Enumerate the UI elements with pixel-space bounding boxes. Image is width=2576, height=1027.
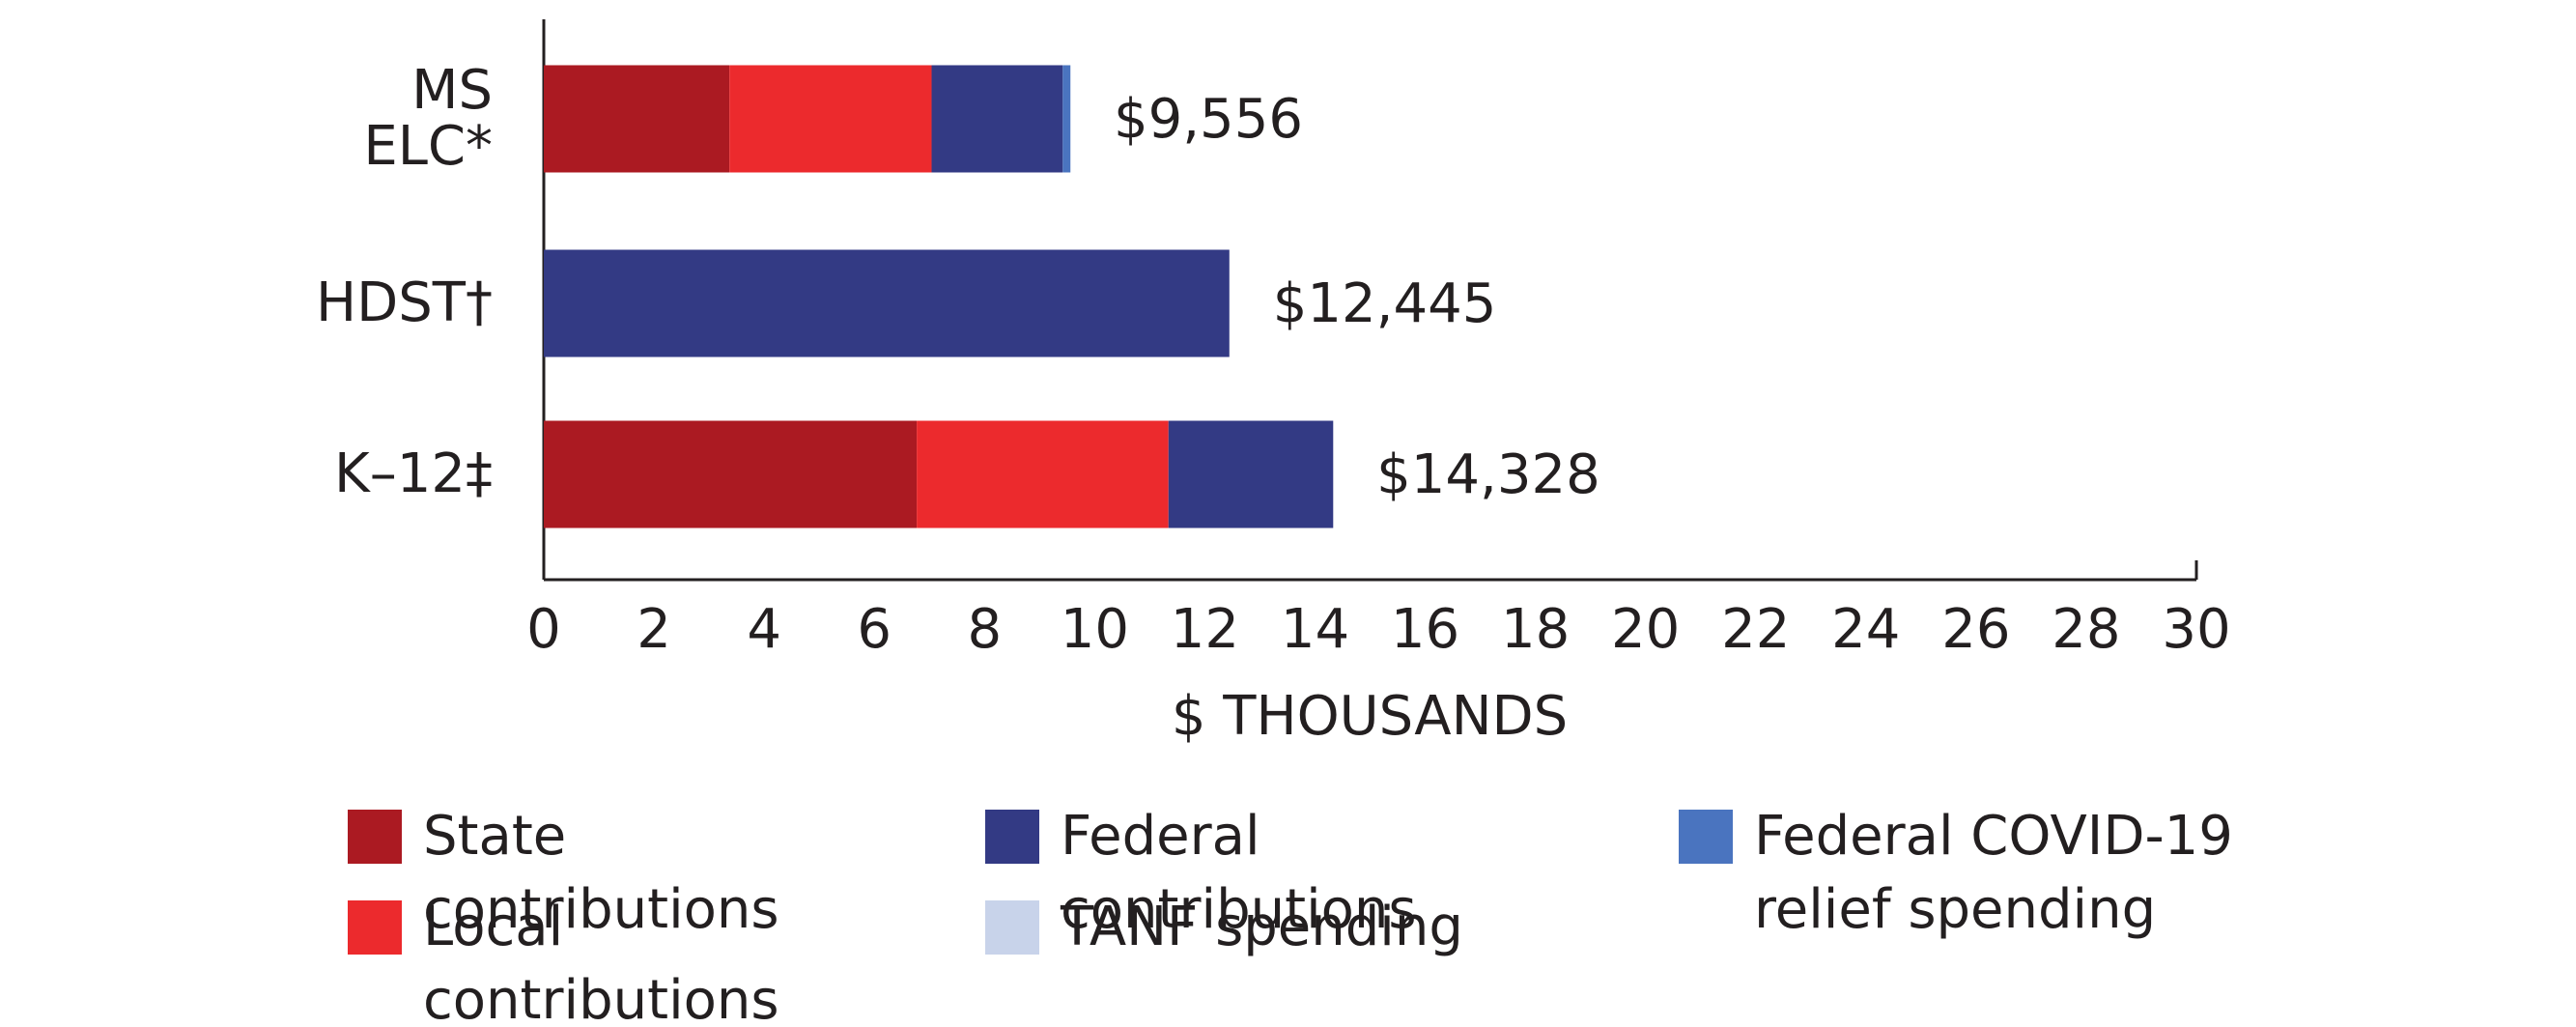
bar-segment bbox=[1168, 420, 1334, 528]
legend-item: Federal contributions bbox=[985, 800, 1565, 947]
x-tick-label: 24 bbox=[1831, 598, 1900, 661]
y-tick-label: MS ELC* bbox=[363, 59, 493, 178]
legend-item: Federal COVID-19 relief spending bbox=[1679, 800, 2258, 947]
legend-label: Federal contributions bbox=[1061, 805, 1417, 941]
bar-segment bbox=[544, 420, 918, 528]
bar-segment bbox=[544, 249, 1230, 357]
legend-item: TANF spending bbox=[985, 891, 1463, 964]
x-tick-label: 4 bbox=[747, 598, 781, 661]
y-tick-label: HDST† bbox=[316, 271, 493, 334]
total-label: $9,556 bbox=[1114, 88, 1303, 151]
legend-item: State contributions bbox=[348, 800, 927, 947]
x-tick-label: 2 bbox=[637, 598, 671, 661]
x-tick-label: 10 bbox=[1061, 598, 1129, 661]
x-tick-label: 16 bbox=[1391, 598, 1459, 661]
legend-label: TANF spending bbox=[1061, 896, 1463, 958]
total-label: $14,328 bbox=[1376, 443, 1600, 506]
x-tick-label: 12 bbox=[1171, 598, 1239, 661]
x-tick-label: 20 bbox=[1611, 598, 1680, 661]
x-tick-label: 14 bbox=[1281, 598, 1349, 661]
bar-segment bbox=[729, 65, 932, 173]
total-label: $12,445 bbox=[1273, 272, 1497, 335]
legend-swatch bbox=[348, 810, 402, 864]
bar-segment bbox=[917, 420, 1169, 528]
legend-label: State contributions bbox=[423, 805, 779, 941]
x-tick-label: 0 bbox=[526, 598, 561, 661]
x-tick-label: 26 bbox=[1941, 598, 2010, 661]
x-axis-label: $ THOUSANDS bbox=[1172, 685, 1568, 748]
x-tick-label: 6 bbox=[857, 598, 892, 661]
legend-item: Local contributions bbox=[348, 891, 927, 1027]
x-tick-label: 22 bbox=[1721, 598, 1790, 661]
legend-swatch bbox=[985, 900, 1039, 955]
x-tick-label: 28 bbox=[2052, 598, 2120, 661]
legend-label: Federal COVID-19 relief spending bbox=[1754, 805, 2233, 941]
x-tick-label: 18 bbox=[1501, 598, 1570, 661]
legend-swatch bbox=[985, 810, 1039, 864]
x-tick-label: 30 bbox=[2162, 598, 2230, 661]
bar-segment bbox=[544, 65, 730, 173]
bar-segment bbox=[1062, 65, 1071, 173]
legend-swatch bbox=[348, 900, 402, 955]
legend-swatch bbox=[1679, 810, 1733, 864]
y-tick-label: K–12‡ bbox=[334, 442, 493, 505]
x-tick-label: 8 bbox=[967, 598, 1002, 661]
bar-segment bbox=[931, 65, 1063, 173]
legend-label: Local contributions bbox=[423, 896, 779, 1027]
